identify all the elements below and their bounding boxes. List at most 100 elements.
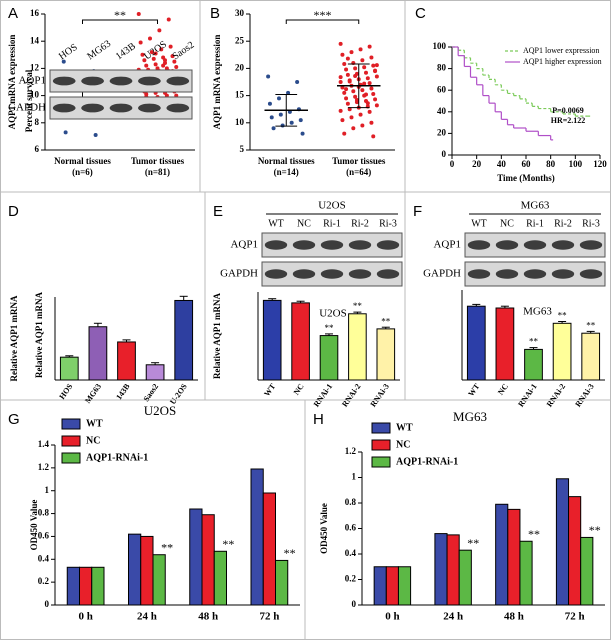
blot-band bbox=[138, 103, 161, 113]
dot bbox=[269, 115, 274, 120]
blot-band bbox=[166, 103, 190, 113]
dot bbox=[367, 109, 372, 114]
bar bbox=[555, 478, 570, 606]
x-tick-label: Normal tissues bbox=[258, 156, 315, 166]
y-tick-label: 80 bbox=[437, 63, 447, 73]
dot bbox=[373, 68, 378, 73]
dot bbox=[278, 112, 283, 117]
bar bbox=[59, 356, 79, 381]
bar bbox=[128, 533, 142, 606]
y-tick-label: 30 bbox=[235, 8, 245, 18]
x-tick-label: NC bbox=[292, 382, 306, 397]
bar bbox=[66, 566, 80, 606]
blot-row-label: GAPDH bbox=[220, 268, 258, 280]
dot bbox=[367, 81, 372, 86]
significance: ** bbox=[586, 320, 596, 330]
bar bbox=[291, 302, 310, 381]
bar bbox=[552, 322, 572, 381]
legend-label: AQP1 lower expression bbox=[523, 46, 599, 55]
dot bbox=[157, 28, 162, 33]
x-tick-label: RNAi-3 bbox=[573, 382, 595, 409]
dot bbox=[153, 51, 158, 56]
dot bbox=[286, 90, 291, 95]
legend-swatch bbox=[371, 439, 391, 451]
dot bbox=[374, 103, 379, 108]
bar bbox=[79, 566, 93, 606]
significance: ** bbox=[529, 337, 539, 347]
lane-label: NC bbox=[297, 218, 311, 229]
blot-band bbox=[81, 76, 104, 86]
chart-title: MG63 bbox=[453, 409, 487, 424]
bar bbox=[507, 508, 521, 606]
x-tick-label: Normal tissues bbox=[54, 156, 111, 166]
bar bbox=[495, 503, 509, 606]
y-tick-label: 100 bbox=[433, 41, 447, 51]
panel-label: C bbox=[415, 5, 426, 22]
panel-label: B bbox=[210, 5, 220, 22]
dot bbox=[347, 79, 352, 84]
dot bbox=[373, 97, 378, 102]
dot bbox=[142, 58, 147, 63]
dot bbox=[153, 62, 158, 67]
x-tick-label: 20 bbox=[472, 159, 482, 169]
bar bbox=[88, 326, 108, 381]
bar bbox=[189, 508, 203, 606]
bar bbox=[201, 514, 215, 606]
dot bbox=[166, 17, 171, 22]
annotation: HR=2.122 bbox=[551, 116, 586, 125]
x-tick-label: RNAi-2 bbox=[340, 382, 362, 409]
blot-row-label: AQP1 bbox=[18, 75, 46, 87]
dot bbox=[277, 96, 281, 101]
dot bbox=[374, 74, 379, 79]
dot bbox=[93, 133, 98, 138]
blot-row-label: GAPDH bbox=[8, 102, 46, 114]
dot bbox=[342, 131, 347, 136]
dot bbox=[344, 96, 349, 101]
y-tick-label: 1.2 bbox=[38, 462, 50, 472]
lane-label: Ri-2 bbox=[554, 218, 572, 229]
y-tick-label: 1.4 bbox=[38, 439, 50, 449]
y-tick-label: 20 bbox=[235, 62, 245, 72]
blot-band bbox=[52, 103, 76, 113]
dot bbox=[136, 12, 141, 16]
legend-label: NC bbox=[86, 435, 100, 446]
lane-label: Ri-1 bbox=[526, 218, 544, 229]
lane-label: Ri-2 bbox=[351, 218, 369, 229]
blot-band bbox=[52, 76, 76, 86]
y-axis-label: Relative AQP1 mRNA bbox=[9, 295, 19, 381]
dot bbox=[369, 55, 374, 60]
dot bbox=[345, 72, 350, 77]
x-tick-label: 60 bbox=[522, 159, 532, 169]
blot-band bbox=[348, 269, 372, 279]
dot bbox=[353, 66, 358, 71]
bar bbox=[152, 554, 166, 606]
x-tick-label: 24 h bbox=[443, 611, 463, 623]
dot bbox=[151, 56, 156, 61]
lane-label: Saos2 bbox=[171, 40, 197, 63]
y-tick-label: 14 bbox=[30, 35, 40, 45]
bar bbox=[140, 535, 154, 606]
dot bbox=[338, 75, 343, 80]
significance: ** bbox=[558, 311, 568, 321]
x-tick-note: (n=81) bbox=[145, 167, 170, 177]
x-tick-label: WT bbox=[262, 381, 277, 398]
lane-label: Ri-3 bbox=[582, 218, 600, 229]
y-tick-label: 0.8 bbox=[38, 508, 50, 518]
dot bbox=[353, 94, 358, 99]
x-tick-label: 48 h bbox=[504, 611, 524, 623]
bar bbox=[466, 305, 486, 381]
dot bbox=[371, 134, 376, 139]
blot-band bbox=[523, 269, 547, 279]
dot bbox=[351, 89, 356, 94]
y-tick-label: 1 bbox=[352, 472, 357, 482]
x-tick-label: HOS bbox=[57, 382, 74, 401]
significance: ** bbox=[284, 546, 296, 560]
y-tick-label: 40 bbox=[437, 106, 447, 116]
y-tick-label: 60 bbox=[437, 84, 447, 94]
significance: ** bbox=[161, 540, 173, 554]
legend-swatch bbox=[61, 435, 81, 447]
bar bbox=[385, 566, 399, 606]
dot bbox=[170, 54, 175, 59]
blot-row-label: GAPDH bbox=[423, 268, 461, 280]
legend-swatch bbox=[371, 422, 391, 434]
